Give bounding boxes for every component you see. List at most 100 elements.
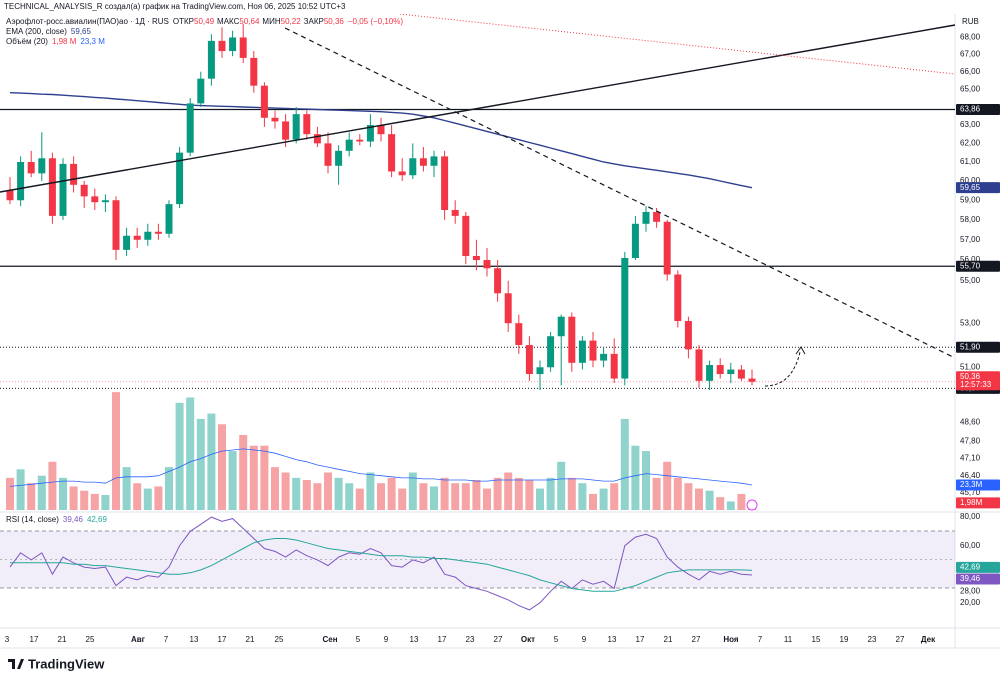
x-tick-label: 27 (692, 635, 701, 644)
candle-body (345, 139, 353, 151)
y-tick-label: 48,60 (960, 418, 981, 427)
legend-value: 1,98 M (52, 37, 77, 46)
legend-key: ОТКР (173, 17, 194, 26)
x-tick-label: 13 (410, 635, 419, 644)
legend-key: RSI (14, close) (6, 515, 59, 524)
candle-body (441, 156, 449, 210)
volume-bar (48, 461, 57, 510)
volume-bar (334, 477, 343, 510)
candle-body (176, 152, 184, 205)
volume-bar (610, 483, 619, 510)
candle-body (48, 158, 56, 216)
alert-icon (746, 499, 758, 511)
volume-bar (673, 477, 682, 510)
candle-body (366, 125, 374, 142)
candle-body (419, 158, 427, 166)
volume-bar (642, 451, 650, 510)
candle-body (515, 323, 523, 346)
volume-bar (684, 483, 693, 510)
trend-line (0, 24, 956, 193)
legend-ema: EMA (200, close) 59,65 (6, 27, 91, 36)
volume-bar (80, 490, 89, 510)
candle-body (727, 369, 735, 375)
candle-body (38, 158, 46, 174)
volume-bar (525, 480, 534, 510)
projection (764, 351, 801, 387)
x-tick-label: 15 (812, 635, 821, 644)
candle-body (547, 336, 555, 368)
candle-body (695, 349, 703, 381)
axis-badge (956, 260, 1000, 272)
volume-bar (536, 488, 544, 510)
axis-badge-label: 39,46 (960, 574, 981, 583)
candle-body (133, 235, 141, 240)
legend-value: 23,3 M (80, 37, 105, 46)
candle-body (377, 125, 385, 135)
volume-ma (9, 448, 753, 487)
candle-body (356, 139, 364, 142)
volume-bar (27, 483, 36, 510)
volume-bar (112, 392, 120, 510)
volume-bar (695, 488, 703, 510)
candle-body (398, 171, 406, 176)
legend-title: Аэрофлот-росс.авиалин(ПАО)ао · 1Д · RUS (6, 17, 169, 26)
x-tick-label: 25 (275, 635, 284, 644)
axis-badge (956, 573, 1000, 585)
volume-bar (430, 486, 438, 510)
legend-value: 59,65 (71, 27, 92, 36)
volume-bar (207, 413, 216, 510)
candle-body (642, 211, 650, 224)
x-tick-label: 23 (868, 635, 877, 644)
volume-bar (652, 477, 661, 510)
candle-body (27, 162, 35, 174)
candle-body (663, 221, 671, 275)
x-tick-label: 7 (758, 635, 763, 644)
candle-body (91, 196, 99, 203)
ema-line (9, 92, 753, 189)
volume-bar (313, 483, 322, 510)
candle-body (186, 103, 194, 153)
candle-body (653, 211, 661, 222)
x-tick-label: 7 (164, 635, 169, 644)
volume-bar (514, 477, 523, 510)
candle-body (112, 200, 120, 250)
axis-badge (956, 103, 1000, 115)
y-tick-label: 66,00 (960, 67, 981, 76)
y-tick-label: 46,40 (960, 471, 981, 480)
legend-key: ЗАКР (304, 17, 324, 26)
x-tick-label: 13 (190, 635, 199, 644)
candle-body (578, 340, 586, 363)
x-tick-label: 27 (896, 635, 905, 644)
x-tick-label: 21 (58, 635, 67, 644)
axis-badge-label: 50,36 (960, 372, 981, 381)
volume-bar (345, 483, 354, 510)
volume-bar (133, 483, 142, 510)
y-tick-label: 47,80 (960, 437, 981, 446)
x-tick-label: Окт (521, 635, 535, 644)
legend-value: 50,36 (324, 17, 345, 26)
candle-body (324, 143, 332, 166)
legend-volume: Объём (20) 1,98 M 23,3 M (6, 37, 105, 46)
volume-bar (663, 461, 672, 510)
candle-body (144, 231, 152, 240)
x-tick-label: 21 (246, 635, 255, 644)
candle-body (409, 158, 417, 176)
axis-badge (956, 341, 1000, 353)
candle-body (80, 184, 88, 197)
volume-bar (472, 480, 481, 510)
volume-bar (631, 445, 640, 510)
volume-bar (387, 477, 396, 510)
candle-body (123, 235, 131, 250)
watermark: TECHNICAL_ANALYSIS_R создал(а) график на… (4, 2, 346, 11)
x-tick-label: 17 (636, 635, 645, 644)
candle-body (737, 369, 745, 379)
brand: TradingView (28, 656, 105, 671)
volume-bar (355, 488, 364, 510)
x-tick-label: 5 (554, 635, 559, 644)
volume-bar (239, 435, 248, 510)
volume-bar (122, 467, 131, 510)
volume-bar (504, 472, 513, 510)
volume-bar (249, 445, 258, 510)
volume-bar (324, 472, 332, 510)
x-tick-label: 17 (218, 635, 227, 644)
